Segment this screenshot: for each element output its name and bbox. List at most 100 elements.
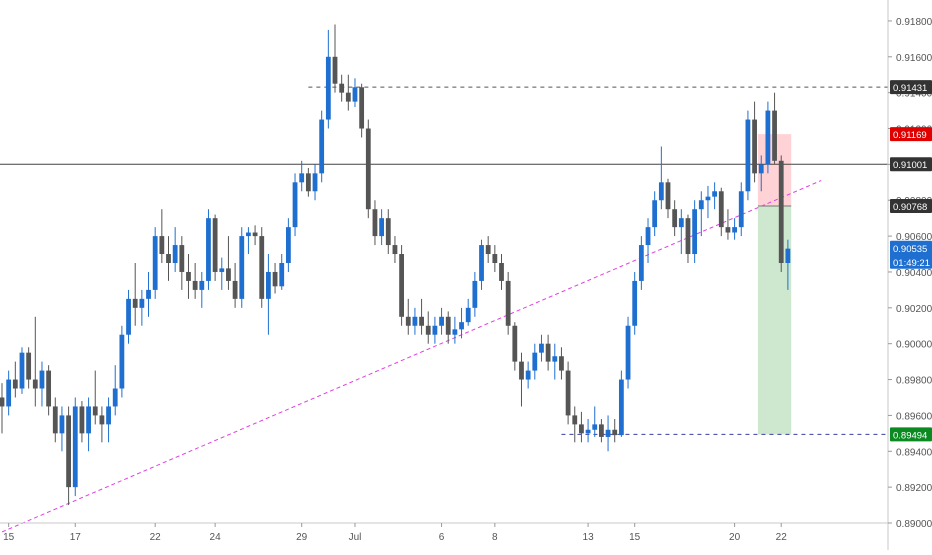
candle[interactable] [279,254,285,290]
candle[interactable] [199,271,205,308]
candle[interactable] [92,370,98,425]
candle[interactable] [539,334,544,362]
candle[interactable] [252,225,258,246]
candle[interactable] [425,311,431,344]
candle[interactable] [159,209,165,263]
candle[interactable] [432,316,438,344]
candle[interactable] [772,92,777,165]
candle[interactable] [319,110,325,183]
candle[interactable] [505,271,511,335]
candle[interactable] [66,406,71,506]
candle[interactable] [126,289,131,344]
candle[interactable] [226,236,231,290]
candle[interactable] [485,236,491,263]
candle[interactable] [345,74,351,111]
candle[interactable] [525,361,531,389]
candle[interactable] [672,200,678,237]
candle[interactable] [419,298,424,335]
candle[interactable] [52,397,58,443]
candle[interactable] [705,185,711,219]
candle[interactable] [379,209,385,246]
candle[interactable] [718,187,724,237]
candle[interactable] [512,322,518,371]
candle[interactable] [612,419,618,443]
candle[interactable] [79,401,85,443]
candle[interactable] [86,397,91,452]
candle[interactable] [492,245,498,272]
candle[interactable] [545,334,551,371]
candle[interactable] [479,239,484,290]
candle[interactable] [239,227,245,308]
candle[interactable] [585,419,591,443]
candle[interactable] [638,236,644,290]
candle[interactable] [698,191,704,237]
candle[interactable] [332,24,338,93]
candle[interactable] [405,298,411,335]
candle[interactable] [385,209,391,255]
candle[interactable] [758,155,764,192]
candle[interactable] [519,352,524,407]
candle[interactable] [305,167,311,197]
candle[interactable] [72,397,78,497]
candle[interactable] [39,361,45,407]
candle[interactable] [219,257,225,290]
candle[interactable] [392,236,398,263]
candle[interactable] [365,119,371,219]
trendline[interactable] [1,180,822,533]
candle[interactable] [106,397,111,443]
candle[interactable] [132,263,138,326]
candle[interactable] [59,406,65,452]
take-profit-zone[interactable] [757,205,792,435]
candle[interactable] [246,227,251,255]
candle[interactable] [592,406,598,437]
candle[interactable] [552,343,558,380]
candle[interactable] [459,307,464,339]
candle[interactable] [146,271,151,317]
candle[interactable] [19,347,25,394]
candle[interactable] [465,298,471,326]
candle[interactable] [678,209,684,255]
candle[interactable] [46,365,52,416]
candle[interactable] [312,164,318,201]
candle[interactable] [785,239,791,290]
candle[interactable] [325,29,331,129]
candle[interactable] [732,218,737,240]
candle[interactable] [232,263,238,308]
candle[interactable] [499,254,504,290]
candle[interactable] [652,191,658,237]
candle[interactable] [112,365,118,416]
candle[interactable] [625,316,631,389]
candle[interactable] [339,74,345,102]
candle[interactable] [412,307,418,335]
candle[interactable] [618,370,624,437]
candle[interactable] [292,173,298,237]
candle[interactable] [778,155,784,272]
candle[interactable] [532,343,538,380]
candle[interactable] [166,236,171,281]
candle[interactable] [119,325,125,398]
candle[interactable] [439,307,444,335]
candle[interactable] [745,110,751,201]
candle[interactable] [172,227,178,272]
candle[interactable] [559,347,564,380]
candle[interactable] [605,415,611,452]
candle[interactable] [186,254,191,299]
candle[interactable] [0,383,5,434]
candle[interactable] [12,361,18,398]
candle[interactable] [399,245,404,326]
candle[interactable] [692,200,698,263]
candle[interactable] [712,182,718,210]
candle[interactable] [259,227,265,308]
candle[interactable] [445,311,451,344]
candle[interactable] [665,178,671,219]
candle[interactable] [572,406,578,443]
candle[interactable] [738,182,744,237]
candle[interactable] [372,200,378,246]
candle[interactable] [206,209,211,290]
candle[interactable] [658,146,664,210]
candle[interactable] [152,227,158,299]
candle[interactable] [565,361,571,425]
candle[interactable] [352,78,358,107]
